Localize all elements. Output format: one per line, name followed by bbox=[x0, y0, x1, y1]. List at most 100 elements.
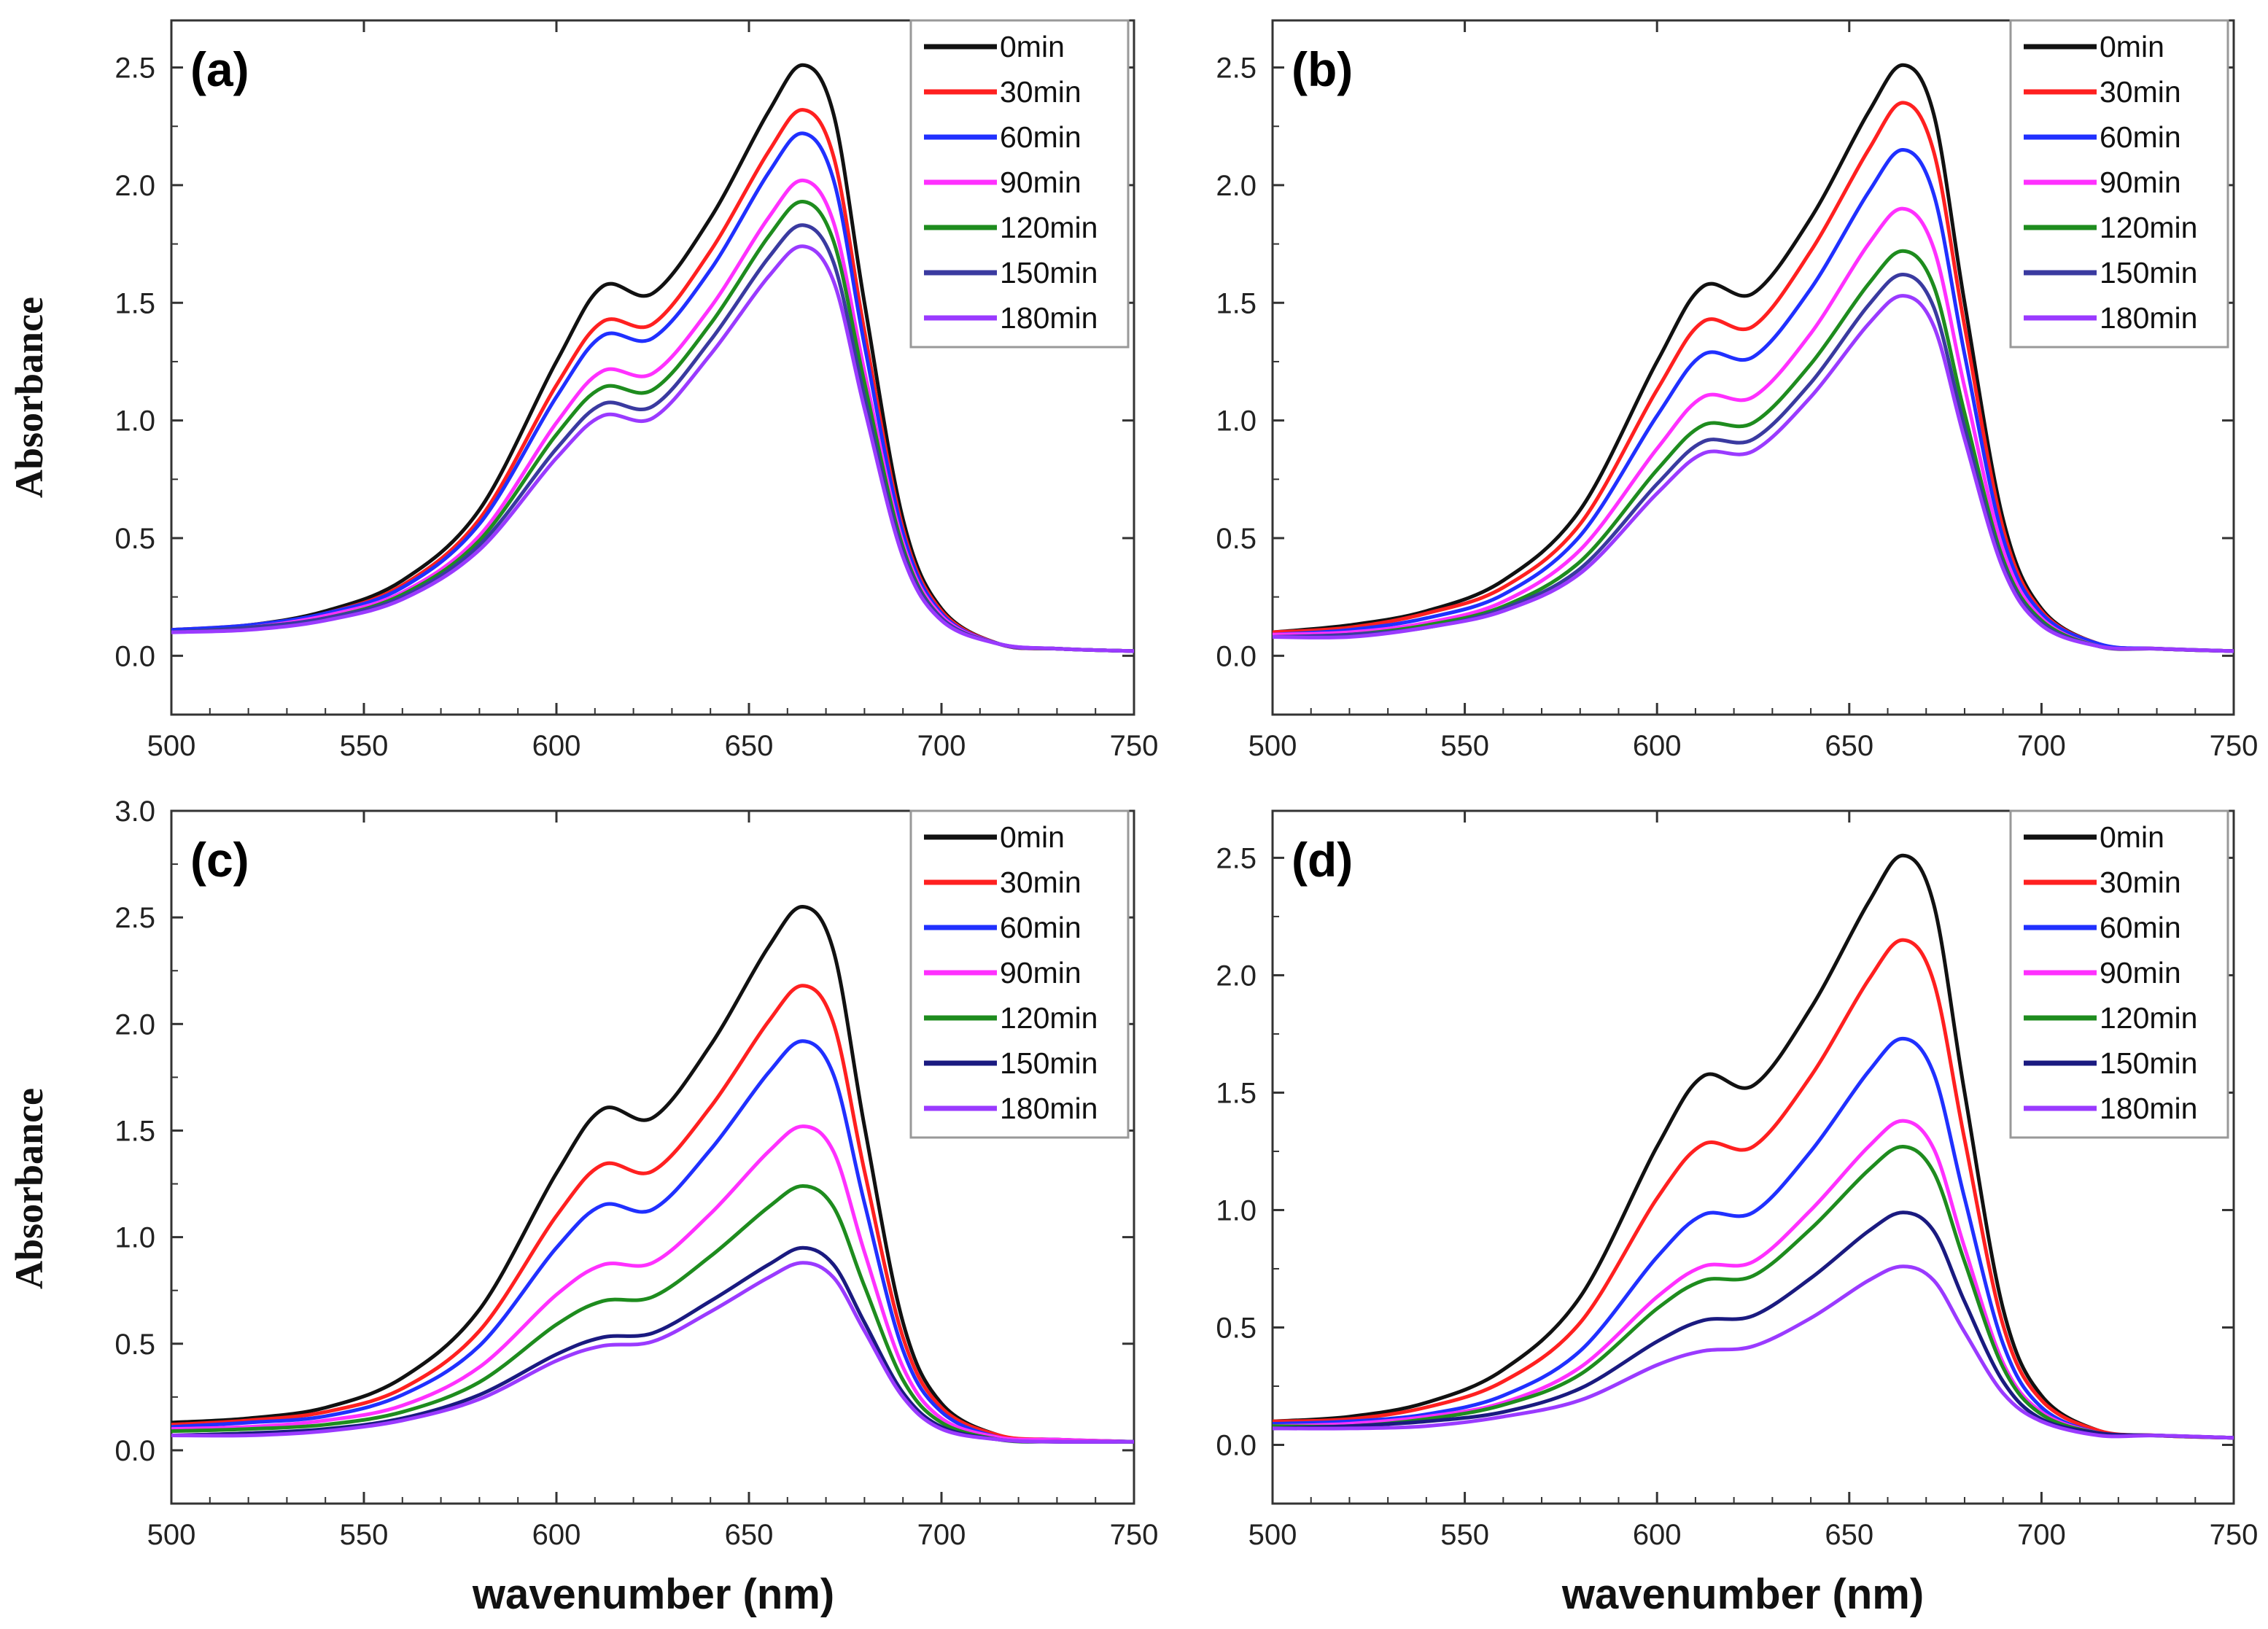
y-tick-label: 1.0 bbox=[1216, 405, 1257, 438]
legend-label-90min: 90min bbox=[1000, 956, 1081, 990]
panel-label: (b) bbox=[1292, 42, 1353, 96]
x-tick-label: 650 bbox=[1825, 730, 1873, 762]
panel-label: (a) bbox=[190, 42, 249, 96]
y-tick-label: 1.5 bbox=[114, 1115, 155, 1147]
series-line-60min bbox=[1273, 1036, 2234, 1440]
y-tick-label: 1.5 bbox=[1216, 287, 1257, 319]
legend-label-0min: 0min bbox=[2100, 30, 2164, 63]
x-tick-label: 600 bbox=[532, 1519, 581, 1551]
x-tick-label: 600 bbox=[1633, 730, 1682, 762]
x-tick-label: 500 bbox=[147, 730, 196, 762]
y-tick-label: 2.5 bbox=[1216, 53, 1257, 85]
series-line-60min bbox=[171, 131, 1134, 653]
legend-label-90min: 90min bbox=[2100, 956, 2181, 990]
legend-label-60min: 60min bbox=[2100, 120, 2181, 154]
series-line-120min bbox=[171, 1184, 1134, 1444]
series-line-0min bbox=[1273, 853, 2234, 1440]
x-tick-label: 700 bbox=[2017, 1519, 2066, 1551]
series-line-120min bbox=[1273, 1144, 2234, 1440]
y-tick-label: 1.0 bbox=[114, 1222, 155, 1254]
panel-c: 500 550 600 650 700 750 0.0 0.5 1.0 1.5 2.0 2.5 3.0 (… bbox=[114, 796, 1158, 1551]
legend-label-30min: 30min bbox=[2100, 866, 2181, 899]
legend-label-90min: 90min bbox=[1000, 166, 1081, 199]
series-line-150min bbox=[1273, 1210, 2234, 1440]
legend-label-150min: 150min bbox=[2100, 1046, 2197, 1080]
plot-frame bbox=[170, 809, 1135, 1505]
y-tick-label: 0.5 bbox=[114, 1329, 155, 1361]
y-axis-label-top: Absorbance bbox=[7, 297, 51, 498]
x-axis-label-right: wavenumber (nm) bbox=[1561, 1571, 1924, 1618]
x-tick-label: 500 bbox=[1248, 1519, 1297, 1551]
x-tick-label: 650 bbox=[1825, 1519, 1873, 1551]
legend-label-180min: 180min bbox=[1000, 301, 1098, 335]
legend-label-180min: 180min bbox=[1000, 1092, 1098, 1125]
x-tick-label: 600 bbox=[1633, 1519, 1682, 1551]
y-tick-label: 1.0 bbox=[1216, 1194, 1257, 1226]
x-tick-label: 600 bbox=[532, 730, 581, 762]
series-line-30min bbox=[171, 984, 1134, 1444]
x-tick-label: 550 bbox=[1440, 1519, 1489, 1551]
y-tick-label: 3.0 bbox=[114, 796, 155, 828]
series-line-180min bbox=[171, 244, 1134, 653]
series-line-0min bbox=[171, 905, 1134, 1444]
y-tick-label: 2.0 bbox=[114, 170, 155, 202]
y-tick-label: 2.0 bbox=[1216, 960, 1257, 992]
series-line-90min bbox=[171, 1124, 1134, 1444]
legend-label-60min: 60min bbox=[1000, 120, 1081, 154]
x-tick-label: 750 bbox=[2210, 730, 2259, 762]
legend-label-180min: 180min bbox=[2100, 1092, 2197, 1125]
y-tick-label: 2.0 bbox=[1216, 170, 1257, 202]
legend-box bbox=[909, 19, 1130, 349]
legend-label-150min: 150min bbox=[1000, 256, 1098, 289]
x-tick-label: 700 bbox=[917, 1519, 966, 1551]
panel-d: 500 550 600 650 700 750 0.0 0.5 1.0 1.5 2.0 2.5 (d) 0… bbox=[1216, 809, 2259, 1551]
x-tick-label: 750 bbox=[1110, 730, 1159, 762]
x-tick-label: 700 bbox=[2017, 730, 2066, 762]
y-tick-label: 0.0 bbox=[114, 1435, 155, 1467]
x-tick-label: 750 bbox=[1110, 1519, 1159, 1551]
legend-label-150min: 150min bbox=[2100, 256, 2197, 289]
y-tick-label: 2.5 bbox=[1216, 842, 1257, 874]
legend-label-30min: 30min bbox=[1000, 75, 1081, 109]
series-line-180min bbox=[1273, 1264, 2234, 1440]
plot-frame bbox=[1271, 809, 2235, 1505]
y-tick-label: 0.5 bbox=[114, 523, 155, 555]
plot-frame bbox=[170, 19, 1135, 716]
series-line-30min bbox=[1273, 938, 2234, 1440]
y-tick-label: 0.5 bbox=[1216, 523, 1257, 555]
panel-label: (d) bbox=[1292, 833, 1353, 887]
y-tick-label: 1.5 bbox=[114, 287, 155, 319]
legend-label-90min: 90min bbox=[2100, 166, 2181, 199]
legend-label-0min: 0min bbox=[1000, 820, 1065, 854]
series-line-90min bbox=[1273, 206, 2234, 653]
series-line-150min bbox=[1273, 272, 2234, 653]
legend-label-120min: 120min bbox=[1000, 1001, 1098, 1035]
series-line-60min bbox=[171, 1039, 1134, 1444]
plot-frame bbox=[1271, 19, 2235, 716]
legend-label-0min: 0min bbox=[1000, 30, 1065, 63]
y-axis-label-bottom: Absorbance bbox=[7, 1088, 51, 1289]
legend-label-120min: 120min bbox=[1000, 211, 1098, 244]
series-line-180min bbox=[1273, 294, 2234, 653]
x-tick-label: 550 bbox=[340, 730, 389, 762]
series-line-60min bbox=[1273, 147, 2234, 653]
x-axis-label-left: wavenumber (nm) bbox=[472, 1571, 834, 1618]
y-tick-label: 2.5 bbox=[114, 53, 155, 85]
y-tick-label: 2.5 bbox=[114, 902, 155, 934]
legend-label-0min: 0min bbox=[2100, 820, 2164, 854]
legend-label-120min: 120min bbox=[2100, 1001, 2197, 1035]
x-tick-label: 750 bbox=[2210, 1519, 2259, 1551]
legend-label-30min: 30min bbox=[2100, 75, 2181, 109]
series-line-90min bbox=[1273, 1119, 2234, 1440]
x-tick-label: 550 bbox=[1440, 730, 1489, 762]
legend-label-150min: 150min bbox=[1000, 1046, 1098, 1080]
series-line-30min bbox=[1273, 101, 2234, 653]
y-tick-label: 1.5 bbox=[1216, 1077, 1257, 1109]
x-tick-label: 500 bbox=[1248, 730, 1297, 762]
x-tick-label: 700 bbox=[917, 730, 966, 762]
legend-label-30min: 30min bbox=[1000, 866, 1081, 899]
x-tick-label: 550 bbox=[340, 1519, 389, 1551]
series-line-180min bbox=[171, 1261, 1134, 1444]
x-tick-label: 650 bbox=[725, 730, 774, 762]
